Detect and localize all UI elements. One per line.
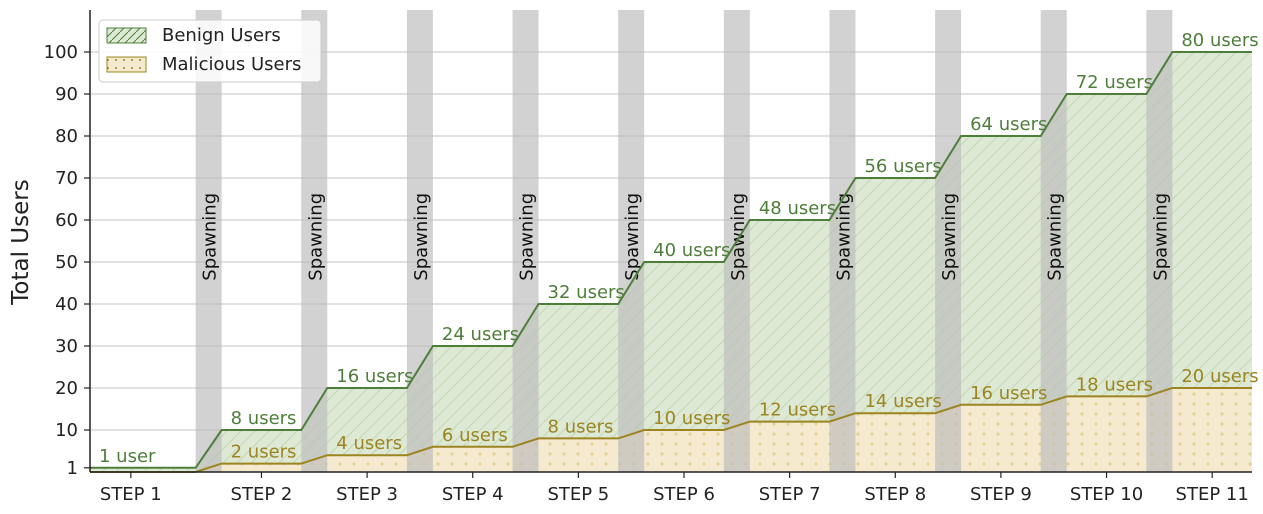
- y-tick-label: 10: [55, 420, 78, 441]
- series-line-0: [90, 51, 1252, 469]
- data-label: 18 users: [1076, 374, 1153, 395]
- y-tick-label: 30: [55, 336, 78, 357]
- data-label: 14 users: [864, 391, 941, 412]
- axes: 1 10 20 30 40 50 60 70 80 90 100 STEP 1 STEP 2 STEP 3…: [44, 10, 1252, 505]
- spawning-band: [195, 10, 222, 472]
- legend-label-malicious: Malicious Users: [162, 54, 301, 75]
- data-label: 6 users: [442, 425, 508, 446]
- x-tick-label: STEP 5: [547, 484, 609, 505]
- spawning-bands: Spawning Spawning Spawning Spawning Spawning…: [195, 10, 1173, 472]
- y-tick-label: 90: [55, 84, 78, 105]
- spawning-label: Spawning: [1045, 193, 1066, 281]
- y-tick-label: 20: [55, 378, 78, 399]
- spawning-band: [935, 10, 962, 472]
- spawning-label: Spawning: [517, 193, 538, 281]
- data-label: 4 users: [336, 433, 402, 454]
- y-tick-label: 50: [55, 252, 78, 273]
- spawning-label: Spawning: [622, 193, 643, 281]
- series-lines: [90, 51, 1252, 473]
- x-tick-label: STEP 7: [759, 484, 821, 505]
- y-tick-label: 70: [55, 168, 78, 189]
- x-tick-label: STEP 4: [442, 484, 504, 505]
- x-tick-label: STEP 10: [1070, 484, 1143, 505]
- spawning-band: [1040, 10, 1067, 472]
- data-label: 16 users: [336, 366, 413, 387]
- x-tick-label: STEP 2: [231, 484, 293, 505]
- y-tick-label: 100: [44, 42, 78, 63]
- data-label: 10 users: [653, 408, 730, 429]
- legend-frame: [98, 19, 322, 83]
- x-tick-label: STEP 8: [864, 484, 926, 505]
- spawning-label: Spawning: [200, 193, 221, 281]
- spawning-band: [618, 10, 645, 472]
- x-tick-label: STEP 1: [100, 484, 162, 505]
- spawning-band: [512, 10, 539, 472]
- legend-label-benign: Benign Users: [162, 25, 281, 46]
- data-label: 48 users: [759, 198, 836, 219]
- data-label: 56 users: [864, 156, 941, 177]
- x-tick-label: STEP 3: [336, 484, 398, 505]
- y-axis-label: Total Users: [8, 179, 34, 305]
- spawning-label: Spawning: [411, 193, 432, 281]
- data-label: 72 users: [1076, 72, 1153, 93]
- data-label: 12 users: [759, 400, 836, 421]
- x-tick-label: STEP 6: [653, 484, 715, 505]
- y-tick-label: 1: [67, 458, 78, 479]
- data-label: 24 users: [442, 324, 519, 345]
- spawning-label: Spawning: [1150, 193, 1171, 281]
- spawning-band: [406, 10, 433, 472]
- y-tick-label: 80: [55, 126, 78, 147]
- data-label: 8 users: [231, 408, 297, 429]
- y-tick-label: 40: [55, 294, 78, 315]
- x-tick-label: STEP 11: [1176, 484, 1249, 505]
- data-label: 64 users: [970, 114, 1047, 135]
- legend: Benign Users Malicious Users: [98, 19, 322, 83]
- data-label: 2 users: [231, 442, 297, 463]
- data-label: 40 users: [653, 240, 730, 261]
- data-label: 80 users: [1181, 30, 1258, 51]
- data-label: 20 users: [1181, 366, 1258, 387]
- legend-swatch-benign-hatch: [107, 28, 146, 43]
- legend-swatch-malicious-dots: [107, 57, 146, 72]
- spawning-label: Spawning: [939, 193, 960, 281]
- spawning-label: Spawning: [833, 193, 854, 281]
- data-labels: 1 user 8 users 16 users 24 users 32 users 40 …: [99, 30, 1259, 467]
- data-label: 16 users: [970, 383, 1047, 404]
- data-label: 8 users: [548, 416, 614, 437]
- y-tick-label: 60: [55, 210, 78, 231]
- spawning-band: [829, 10, 856, 472]
- series-line-1: [90, 387, 1252, 473]
- data-label: 32 users: [548, 282, 625, 303]
- data-label: 1 user: [99, 446, 156, 467]
- x-tick-label: STEP 9: [970, 484, 1032, 505]
- spawning-label: Spawning: [305, 193, 326, 281]
